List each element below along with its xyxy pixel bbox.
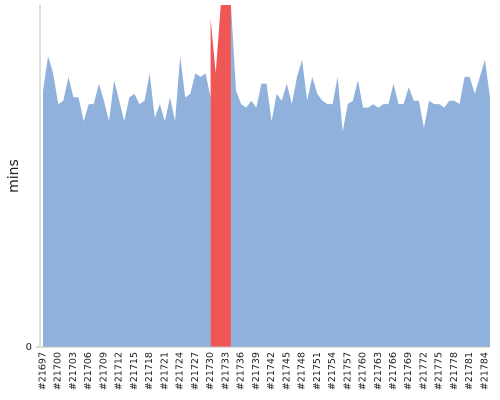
x-tick-label: #21778 — [449, 352, 460, 390]
area — [230, 5, 490, 347]
x-tick-label: #21724 — [175, 352, 186, 390]
y-axis-label: mins — [6, 159, 22, 193]
x-tick-label: #21769 — [403, 352, 414, 390]
y-tick-label: 0 — [26, 342, 32, 353]
x-tick-label: #21775 — [434, 352, 445, 390]
x-tick-label: #21742 — [266, 352, 277, 390]
x-tick-label: #21718 — [144, 352, 155, 390]
x-tick-label: #21763 — [373, 352, 384, 390]
x-tick-label: #21757 — [342, 352, 353, 390]
x-tick-label: #21751 — [312, 352, 323, 390]
area — [43, 56, 211, 348]
x-tick-label: #21745 — [281, 352, 292, 390]
x-tick-label: #21772 — [418, 352, 429, 390]
x-tick-label: #21715 — [129, 352, 140, 390]
x-tick-label: #21781 — [464, 352, 475, 390]
x-tick-label: #21730 — [205, 352, 216, 390]
x-tick-label: #21721 — [159, 352, 170, 390]
x-tick-label: #21697 — [38, 352, 49, 390]
x-tick-label: #21709 — [98, 352, 109, 390]
x-tick-label: #21754 — [327, 352, 338, 390]
x-tick-label: #21706 — [83, 352, 94, 390]
x-tick-label: #21712 — [114, 352, 125, 390]
x-tick-label: #21739 — [251, 352, 262, 390]
x-tick-label: #21733 — [220, 352, 231, 390]
x-tick-label: #21760 — [358, 352, 369, 390]
x-tick-label: #21727 — [190, 352, 201, 390]
area — [210, 5, 231, 347]
x-tick-label: #21703 — [68, 352, 79, 390]
x-tick-label: #21736 — [236, 352, 247, 390]
x-tick-label: #21784 — [479, 352, 490, 390]
x-tick-label: #21700 — [53, 352, 64, 390]
x-tick-label: #21748 — [297, 352, 308, 390]
x-tick-label: #21766 — [388, 352, 399, 390]
